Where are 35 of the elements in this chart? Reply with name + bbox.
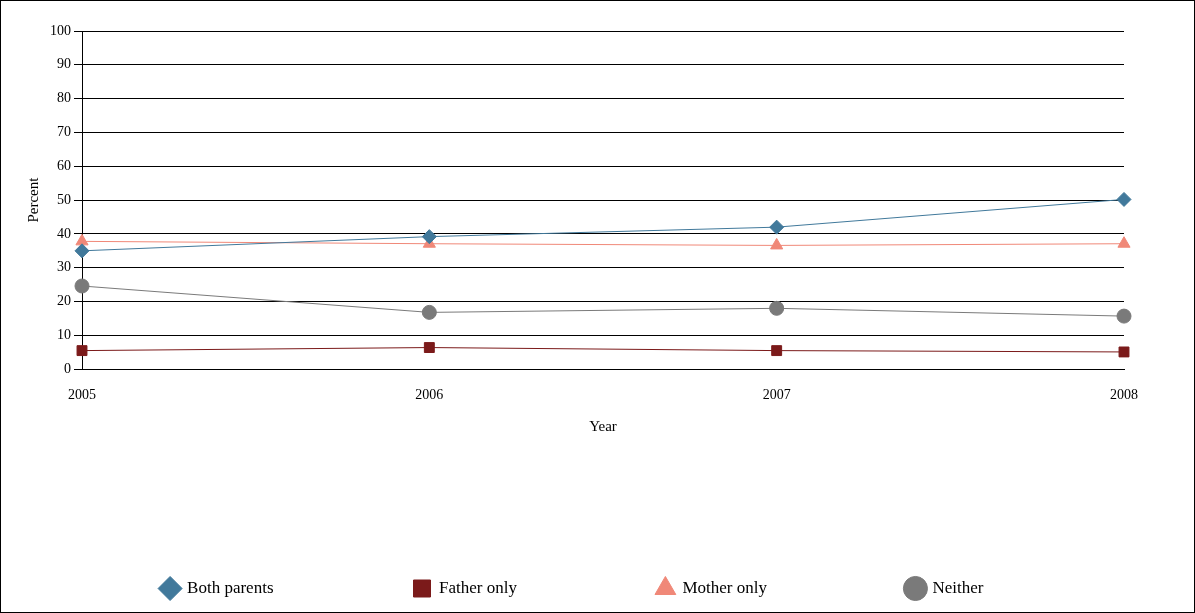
point — [1116, 191, 1132, 207]
point — [770, 237, 784, 250]
y-tick-label: 60 — [57, 157, 71, 173]
x-tick-label: 2005 — [68, 387, 96, 403]
point — [74, 243, 90, 259]
point — [769, 300, 785, 316]
y-tick-label: 30 — [57, 259, 71, 275]
legend-label: Both parents — [187, 577, 274, 597]
point — [1118, 346, 1130, 358]
x-tick-label: 2007 — [762, 387, 791, 403]
legend-label: Neither — [932, 577, 984, 597]
point — [421, 229, 437, 245]
legend-label: Mother only — [682, 577, 768, 597]
legend-label: Father only — [439, 577, 518, 597]
point — [769, 219, 785, 235]
x-axis-title: Year — [589, 417, 617, 434]
y-tick-label: 80 — [57, 90, 71, 106]
point — [1116, 308, 1132, 324]
point — [74, 278, 90, 294]
y-tick-label: 0 — [64, 360, 71, 376]
point — [1117, 236, 1131, 248]
y-tick-label: 10 — [57, 327, 71, 343]
y-tick-label: 40 — [57, 225, 71, 241]
y-tick-label: 90 — [57, 56, 71, 72]
point — [421, 304, 437, 320]
point — [423, 342, 435, 354]
y-axis-title: Percent — [24, 176, 41, 223]
x-tick-label: 2006 — [415, 387, 444, 403]
y-tick-label: 70 — [57, 124, 71, 140]
y-tick-label: 100 — [50, 22, 71, 38]
y-tick-label: 50 — [57, 191, 71, 207]
point — [76, 345, 88, 357]
point — [771, 345, 783, 357]
y-tick-label: 20 — [57, 293, 71, 309]
x-tick-label: 2008 — [1110, 387, 1138, 403]
